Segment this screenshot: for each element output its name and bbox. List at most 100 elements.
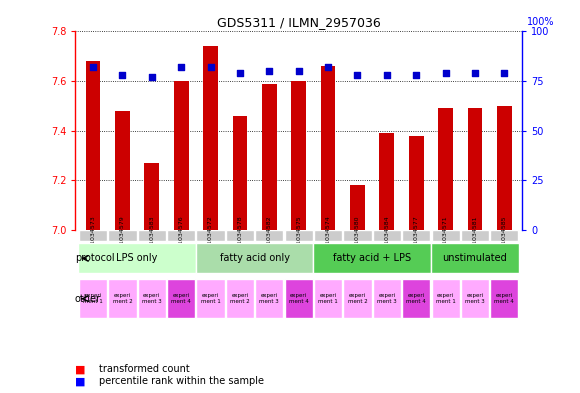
Text: percentile rank within the sample: percentile rank within the sample	[99, 376, 263, 386]
Text: GSM1034583: GSM1034583	[149, 215, 154, 257]
Text: unstimulated: unstimulated	[443, 253, 508, 263]
Bar	[86, 61, 100, 230]
Point	[324, 64, 333, 70]
Text: experi
ment 3: experi ment 3	[259, 293, 279, 304]
Text: GSM1034581: GSM1034581	[473, 215, 477, 257]
Bar	[115, 111, 130, 230]
FancyBboxPatch shape	[108, 230, 136, 241]
FancyBboxPatch shape	[285, 230, 313, 241]
Text: experi
ment 4: experi ment 4	[495, 293, 514, 304]
Point	[264, 68, 274, 74]
Text: 100%: 100%	[527, 17, 554, 28]
Point	[147, 74, 157, 80]
FancyBboxPatch shape	[285, 279, 313, 318]
Text: GSM1034573: GSM1034573	[90, 215, 96, 257]
Text: experi
ment 1: experi ment 1	[436, 293, 455, 304]
Text: experi
ment 1: experi ment 1	[318, 293, 338, 304]
FancyBboxPatch shape	[314, 230, 342, 241]
Point	[470, 70, 480, 76]
FancyBboxPatch shape	[226, 279, 254, 318]
Point	[353, 72, 362, 78]
Point	[412, 72, 421, 78]
FancyBboxPatch shape	[108, 279, 136, 318]
Text: experi
ment 4: experi ment 4	[289, 293, 309, 304]
Bar	[291, 81, 306, 230]
FancyBboxPatch shape	[78, 243, 196, 274]
Text: other: other	[75, 294, 101, 304]
Point	[441, 70, 450, 76]
FancyBboxPatch shape	[197, 230, 224, 241]
Bar	[233, 116, 247, 230]
FancyBboxPatch shape	[137, 279, 166, 318]
Text: ■: ■	[75, 376, 86, 386]
Text: GSM1034575: GSM1034575	[296, 215, 301, 257]
Text: experi
ment 1: experi ment 1	[83, 293, 103, 304]
Point	[88, 64, 97, 70]
FancyBboxPatch shape	[137, 230, 166, 241]
Text: protocol: protocol	[75, 253, 114, 263]
Text: experi
ment 3: experi ment 3	[377, 293, 397, 304]
Text: transformed count: transformed count	[99, 364, 189, 375]
FancyBboxPatch shape	[432, 279, 460, 318]
Bar	[174, 81, 188, 230]
Point	[235, 70, 245, 76]
FancyBboxPatch shape	[197, 279, 224, 318]
Text: GSM1034571: GSM1034571	[443, 215, 448, 257]
Text: experi
ment 3: experi ment 3	[142, 293, 162, 304]
Text: experi
ment 2: experi ment 2	[347, 293, 367, 304]
Text: GSM1034579: GSM1034579	[120, 215, 125, 257]
Text: fatty acid only: fatty acid only	[220, 253, 289, 263]
FancyBboxPatch shape	[167, 279, 195, 318]
Text: ■: ■	[75, 364, 86, 375]
Point	[176, 64, 186, 70]
Bar	[350, 185, 365, 230]
Title: GDS5311 / ILMN_2957036: GDS5311 / ILMN_2957036	[217, 16, 380, 29]
Text: experi
ment 1: experi ment 1	[201, 293, 220, 304]
Bar	[409, 136, 423, 230]
Bar	[144, 163, 159, 230]
Bar	[467, 108, 483, 230]
FancyBboxPatch shape	[402, 279, 430, 318]
FancyBboxPatch shape	[314, 279, 342, 318]
Point	[500, 70, 509, 76]
FancyBboxPatch shape	[343, 230, 372, 241]
Text: GSM1034574: GSM1034574	[325, 215, 331, 257]
Text: experi
ment 4: experi ment 4	[171, 293, 191, 304]
Text: GSM1034577: GSM1034577	[414, 215, 419, 257]
FancyBboxPatch shape	[167, 230, 195, 241]
FancyBboxPatch shape	[461, 279, 489, 318]
FancyBboxPatch shape	[373, 230, 401, 241]
FancyBboxPatch shape	[461, 230, 489, 241]
FancyBboxPatch shape	[490, 279, 519, 318]
Text: fatty acid + LPS: fatty acid + LPS	[333, 253, 411, 263]
Text: GSM1034576: GSM1034576	[179, 215, 184, 257]
Text: GSM1034572: GSM1034572	[208, 215, 213, 257]
Text: experi
ment 3: experi ment 3	[465, 293, 485, 304]
Text: GSM1034580: GSM1034580	[355, 215, 360, 257]
FancyBboxPatch shape	[79, 230, 107, 241]
FancyBboxPatch shape	[226, 230, 254, 241]
Point	[382, 72, 392, 78]
Point	[118, 72, 127, 78]
Bar	[203, 46, 218, 230]
Text: experi
ment 2: experi ment 2	[113, 293, 132, 304]
Text: GSM1034584: GSM1034584	[385, 215, 389, 257]
Bar	[497, 106, 512, 230]
Text: GSM1034578: GSM1034578	[237, 215, 242, 257]
FancyBboxPatch shape	[196, 243, 313, 274]
FancyBboxPatch shape	[313, 243, 431, 274]
Point	[294, 68, 303, 74]
Bar	[438, 108, 453, 230]
FancyBboxPatch shape	[373, 279, 401, 318]
FancyBboxPatch shape	[402, 230, 430, 241]
FancyBboxPatch shape	[432, 230, 460, 241]
Bar	[262, 84, 277, 230]
Point	[206, 64, 215, 70]
FancyBboxPatch shape	[490, 230, 519, 241]
FancyBboxPatch shape	[79, 279, 107, 318]
FancyBboxPatch shape	[431, 243, 519, 274]
Text: GSM1034585: GSM1034585	[502, 215, 507, 257]
FancyBboxPatch shape	[343, 279, 372, 318]
FancyBboxPatch shape	[255, 230, 284, 241]
Text: experi
ment 4: experi ment 4	[407, 293, 426, 304]
